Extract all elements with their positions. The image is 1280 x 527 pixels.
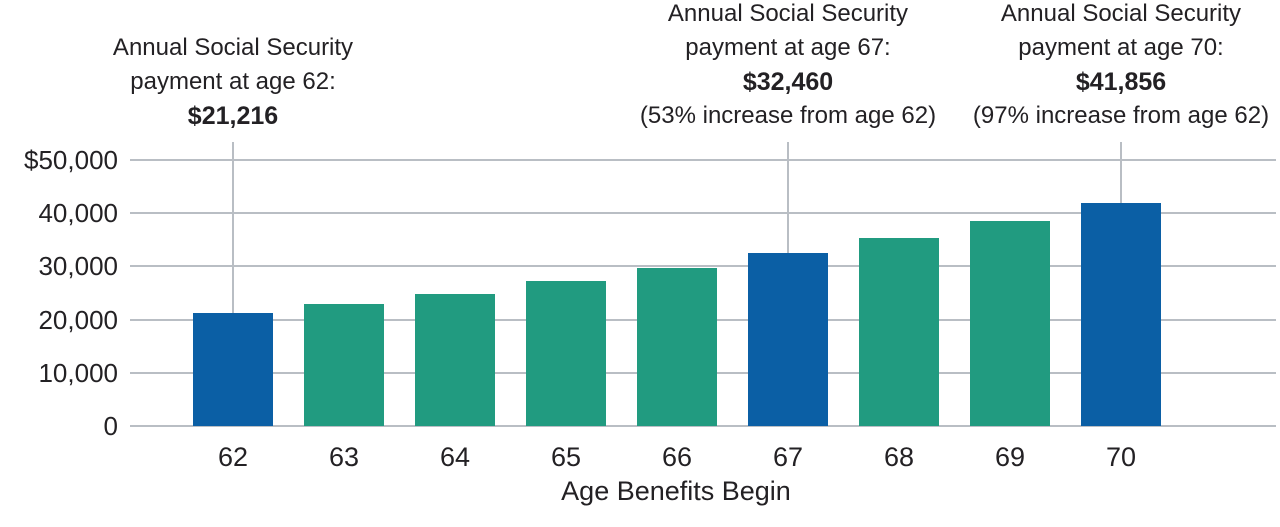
x-axis-title: Age Benefits Begin	[561, 476, 791, 506]
x-axis-tick-label: 65	[550, 442, 582, 472]
annotation-leader-line	[232, 142, 234, 314]
annotation-title-line: payment at age 62:	[130, 68, 336, 95]
x-axis-tick-label: 62	[217, 442, 249, 472]
gridline	[130, 212, 1276, 214]
annotation-increase-note: (97% increase from age 62)	[972, 102, 1270, 129]
x-axis-tick-label: 67	[772, 442, 804, 472]
x-axis-tick-label: 63	[328, 442, 360, 472]
annotation-age-62: Annual Social Security payment at age 62…	[113, 31, 353, 133]
x-axis-tick-label: 64	[439, 442, 471, 472]
bar-age-66	[637, 268, 717, 426]
annotation-title-line: payment at age 70:	[1018, 34, 1224, 61]
bar-age-65	[526, 281, 606, 426]
bar-age-70	[1081, 203, 1161, 426]
annotation-increase-note: (53% increase from age 62)	[639, 102, 937, 129]
annotation-title-line: payment at age 67:	[685, 34, 891, 61]
annotation-amount: $21,216	[187, 102, 279, 130]
x-axis-tick-label: 66	[661, 442, 693, 472]
gridline	[130, 425, 1276, 427]
gridline	[130, 265, 1276, 267]
y-axis-tick-label: $50,000	[24, 145, 118, 175]
bar-age-62	[193, 313, 273, 426]
x-axis-tick-label: 68	[883, 442, 915, 472]
y-axis-tick-label: 20,000	[38, 305, 118, 335]
bar-age-67	[748, 253, 828, 426]
bar-age-68	[859, 237, 939, 426]
gridline	[130, 159, 1276, 161]
y-axis-tick-label: 10,000	[38, 358, 118, 388]
annotation-amount: $32,460	[742, 68, 834, 96]
y-axis-tick-label: 40,000	[38, 198, 118, 228]
annotation-title-line: Annual Social Security	[1000, 0, 1242, 27]
bar-age-63	[304, 303, 384, 426]
y-axis-tick-label: 30,000	[38, 251, 118, 281]
annotation-amount: $41,856	[1075, 68, 1167, 96]
x-axis-tick-label: 70	[1105, 442, 1137, 472]
annotation-age-70: Annual Social Security payment at age 70…	[973, 0, 1269, 133]
bar-age-69	[970, 220, 1050, 426]
annotation-age-67: Annual Social Security payment at age 67…	[640, 0, 936, 133]
annotation-leader-line	[1120, 142, 1122, 204]
annotation-title-line: Annual Social Security	[667, 0, 909, 27]
y-axis-tick-label: 0	[103, 411, 118, 441]
annotation-leader-line	[787, 142, 789, 254]
bar-age-64	[415, 294, 495, 426]
x-axis-tick-label: 69	[994, 442, 1026, 472]
annotation-title-line: Annual Social Security	[112, 34, 354, 61]
